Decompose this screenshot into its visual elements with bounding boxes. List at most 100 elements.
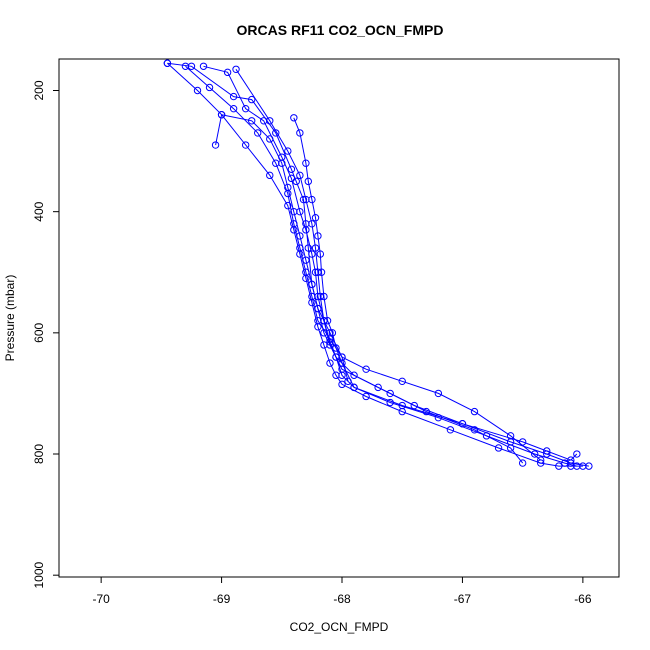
data-point — [326, 329, 334, 337]
y-tick-label: 400 — [32, 201, 46, 221]
series-1 — [163, 59, 587, 470]
data-point — [573, 462, 581, 470]
data-point — [308, 280, 316, 289]
data-point — [302, 220, 310, 228]
data-point — [350, 383, 358, 392]
x-tick-label: -70 — [92, 592, 110, 606]
data-point — [205, 83, 214, 92]
x-axis-label: CO2_OCN_FMPD — [290, 620, 389, 634]
data-point — [314, 232, 322, 240]
data-point — [296, 129, 304, 137]
data-point — [232, 65, 240, 73]
x-tick-label: -69 — [213, 592, 231, 606]
data-point — [247, 117, 256, 125]
data-point — [362, 392, 370, 401]
data-point — [199, 62, 208, 70]
series-6 — [290, 114, 581, 464]
data-point — [494, 444, 503, 452]
data-point — [344, 377, 352, 386]
data-point — [326, 359, 334, 367]
data-point — [573, 450, 581, 458]
data-point — [193, 86, 202, 95]
series-2 — [181, 62, 545, 464]
data-point — [518, 438, 527, 446]
series-line — [215, 114, 524, 464]
y-tick-label: 1000 — [32, 562, 46, 589]
data-point — [585, 462, 593, 470]
data-point — [398, 401, 406, 410]
y-tick-label: 200 — [32, 80, 46, 100]
y-tick-label: 800 — [32, 444, 46, 464]
data-point — [555, 462, 563, 470]
data-point — [296, 207, 304, 216]
data-point — [338, 353, 346, 361]
data-point — [434, 389, 443, 398]
data-point — [241, 141, 250, 149]
series-line — [167, 62, 349, 382]
x-tick-label: -68 — [333, 592, 351, 606]
data-point — [386, 389, 394, 398]
series-line — [203, 65, 589, 467]
data-point — [338, 380, 346, 389]
series-5 — [232, 65, 581, 470]
data-point — [317, 268, 326, 276]
data-point — [229, 104, 238, 113]
y-axis: 200 400 600 800 1000 — [32, 80, 59, 589]
data-point — [314, 304, 322, 313]
data-point — [229, 92, 238, 101]
data-point — [299, 195, 308, 204]
data-point — [446, 426, 455, 434]
y-tick-label: 600 — [32, 323, 46, 343]
data-point — [518, 459, 527, 467]
series-4 — [199, 62, 593, 470]
data-point — [278, 153, 286, 161]
data-point — [470, 407, 479, 416]
data-point — [163, 59, 172, 67]
series-line — [167, 62, 583, 467]
plot-area — [163, 59, 593, 470]
data-point — [302, 159, 310, 167]
data-point — [266, 171, 274, 180]
data-point — [362, 365, 370, 373]
data-point — [326, 338, 334, 346]
data-point — [308, 195, 316, 204]
data-point — [350, 371, 358, 379]
data-point — [223, 68, 232, 77]
data-point — [530, 450, 539, 458]
data-point — [304, 244, 312, 252]
data-point — [287, 165, 296, 173]
series-3 — [211, 111, 527, 467]
x-axis: -70 -69 -68 -67 -66 — [92, 577, 592, 606]
data-point — [284, 183, 292, 192]
plot-frame — [58, 58, 620, 578]
data-point — [296, 171, 304, 180]
data-point — [284, 147, 292, 155]
data-point — [561, 459, 569, 467]
data-point — [398, 377, 406, 386]
data-point — [537, 456, 545, 464]
data-point — [211, 141, 220, 149]
data-point — [328, 329, 337, 337]
data-point — [338, 371, 346, 379]
data-point — [217, 111, 226, 119]
data-point — [247, 95, 256, 104]
data-point — [311, 244, 320, 252]
data-point — [320, 292, 328, 301]
x-tick-label: -66 — [574, 592, 592, 606]
data-point — [458, 420, 467, 428]
data-point — [272, 129, 280, 137]
y-axis-label: Pressure (mbar) — [3, 275, 17, 362]
x-tick-label: -67 — [454, 592, 472, 606]
data-point — [241, 104, 250, 113]
data-point — [316, 250, 325, 258]
data-point — [311, 214, 320, 222]
data-point — [374, 383, 382, 392]
data-point — [290, 114, 298, 122]
data-point — [543, 447, 551, 455]
data-point — [567, 456, 575, 464]
data-point — [284, 201, 292, 210]
data-point — [292, 177, 300, 186]
data-point — [254, 129, 262, 137]
chart-title: ORCAS RF11 CO2_OCN_FMPD — [237, 22, 444, 38]
